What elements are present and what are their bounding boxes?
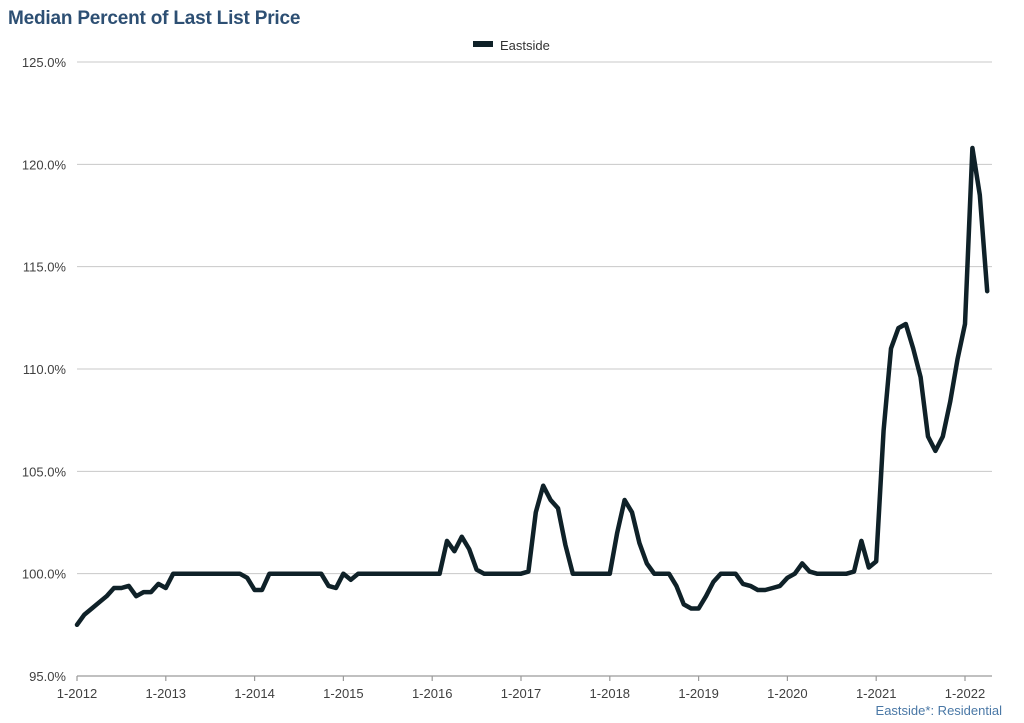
x-axis: 1-2012 1-2013 1-2014 1-2015 1-2016 1-2017 1-20… [57, 675, 992, 701]
legend: Eastside [473, 38, 550, 53]
y-tick-label: 100.0% [22, 567, 67, 582]
series-line-eastside [74, 145, 990, 628]
y-tick-label: 105.0% [22, 464, 67, 479]
x-tick-label: 1-2022 [945, 686, 985, 701]
grid-lines [77, 61, 992, 575]
y-tick-label: 120.0% [22, 157, 67, 172]
x-tick-label: 1-2014 [234, 686, 274, 701]
chart-title: Median Percent of Last List Price [8, 8, 301, 29]
x-tick-label: 1-2021 [856, 686, 896, 701]
legend-label: Eastside [500, 38, 550, 53]
y-tick-label: 95.0% [29, 669, 66, 684]
footer-caption: Eastside*: Residential [875, 703, 1002, 718]
x-tick-label: 1-2019 [678, 686, 718, 701]
series-lines [74, 145, 990, 628]
y-axis-tick-labels: 95.0% 100.0% 105.0% 110.0% 115.0% 120.0% 125.0… [22, 55, 67, 684]
x-tick-label: 1-2017 [501, 686, 541, 701]
y-tick-label: 110.0% [23, 362, 67, 377]
x-tick-label: 1-2016 [412, 686, 452, 701]
legend-swatch [473, 41, 493, 47]
x-tick-label: 1-2013 [146, 686, 186, 701]
y-tick-label: 125.0% [22, 55, 67, 70]
x-tick-label: 1-2012 [57, 686, 97, 701]
x-tick-label: 1-2018 [590, 686, 630, 701]
x-tick-label: 1-2015 [323, 686, 363, 701]
x-tick-label: 1-2020 [767, 686, 807, 701]
y-tick-label: 115.0% [23, 260, 67, 275]
